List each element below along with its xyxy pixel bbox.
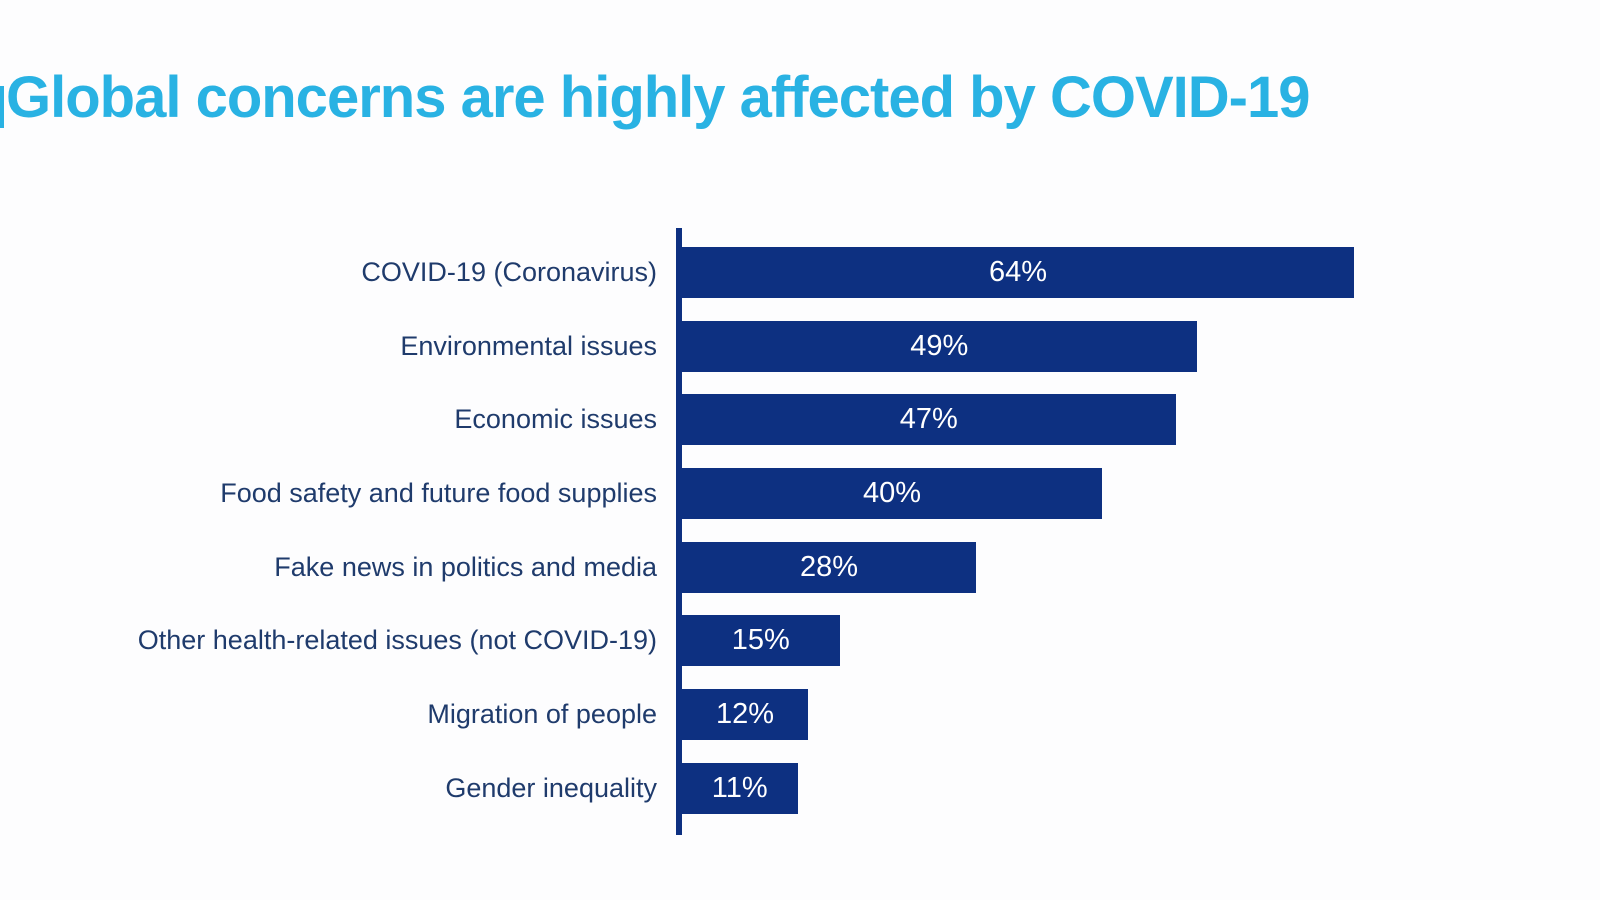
bar: 11% — [682, 762, 798, 814]
value-label: 15% — [731, 624, 790, 657]
bar-row: Fake news in politics and media 28% — [0, 541, 1600, 616]
clipped-letter-fragment — [0, 86, 4, 128]
bar: 28% — [682, 541, 976, 593]
bar: 49% — [682, 320, 1197, 372]
category-label: Other health-related issues (not COVID-1… — [137, 625, 657, 656]
bar: 40% — [682, 468, 1102, 520]
value-label: 40% — [862, 477, 922, 510]
category-label: COVID-19 (Coronavirus) — [361, 257, 657, 287]
bar-rows: COVID-19 (Coronavirus) 64% Environmental i… — [0, 247, 1600, 837]
value-label: 12% — [715, 698, 775, 731]
value-label: 47% — [899, 403, 958, 436]
bar-row: Economic issues 47% — [0, 394, 1600, 468]
bar-row: Food safety and future food supplies 40% — [0, 468, 1600, 542]
category-label: Migration of people — [427, 699, 657, 730]
bar: 47% — [682, 394, 1176, 446]
bar-row: Migration of people 12% — [0, 689, 1600, 763]
bar-row: Environmental issues 49% — [0, 320, 1600, 395]
value-label: 11% — [711, 771, 768, 804]
bar-row: Other health-related issues (not COVID-1… — [0, 615, 1600, 689]
bar-row: Gender inequality 11% — [0, 762, 1600, 837]
bar-row: COVID-19 (Coronavirus) 64% — [0, 247, 1600, 321]
category-label: Fake news in politics and media — [274, 551, 657, 582]
value-label: 49% — [910, 329, 969, 362]
category-label: Food safety and future food supplies — [220, 478, 657, 509]
category-label: Environmental issues — [400, 330, 657, 361]
value-label: 64% — [988, 256, 1048, 288]
value-label: 28% — [799, 550, 859, 583]
bar: 15% — [682, 615, 840, 667]
category-label: Economic issues — [454, 404, 657, 435]
bar: 12% — [682, 689, 808, 741]
y-axis-line — [676, 228, 682, 835]
category-label: Gender inequality — [445, 772, 657, 803]
chart-title: Global concerns are highly affected by C… — [6, 65, 1310, 130]
bar: 64% — [682, 247, 1354, 298]
